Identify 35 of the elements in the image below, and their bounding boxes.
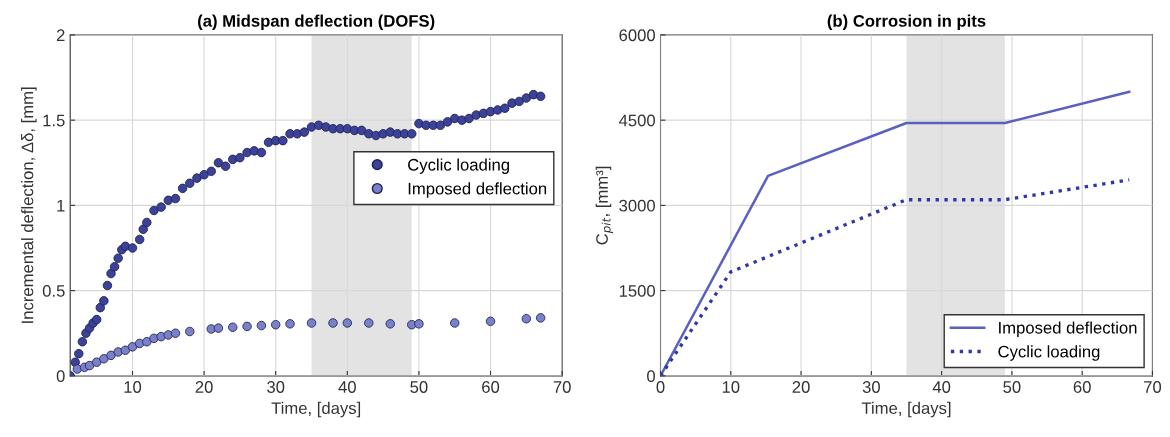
x-tick-label: 50 [410,381,428,393]
x-tick-label: 40 [338,381,356,393]
x-tick-label: 30 [862,381,880,393]
y-axis-title: Incremental deflection, Δδ, [mm] [21,87,37,323]
x-tick-label: 70 [553,381,571,393]
legend-label: Imposed deflection [408,182,547,198]
x-tick-label: 60 [482,381,500,393]
y-tick-label: 1 [57,199,65,212]
chart-title: (a) Midspan deflection (DOFS) [198,14,435,31]
x-tick-label: 10 [124,381,142,393]
x-tick-label: 70 [1144,381,1162,393]
y-tick-label: 2 [56,29,65,41]
y-tick-label: 0 [56,370,65,383]
legend-label: Cyclic loading [408,158,509,174]
chart-title: (b) Corrosion in pits [827,14,986,31]
x-tick-label: 0 [656,381,665,393]
x-tick-label: 50 [1003,381,1021,393]
y-tick-label: 0.5 [42,285,65,297]
y-tick-label: 6000 [619,29,656,42]
y-tick-label: 1.5 [43,114,65,127]
x-tick-label: 10 [722,381,740,393]
y-tick-label: 4500 [618,114,656,127]
x-axis-title: Time, [days] [861,401,951,418]
x-tick-label: 20 [195,381,213,393]
y-tick-label: 1500 [619,285,656,297]
y-axis-title: C$_{pit}$, [mm³] [595,166,613,245]
legend-label: Cyclic loading [998,345,1100,361]
x-tick-label: 40 [932,381,951,393]
y-tick-label: 0 [647,370,656,383]
x-tick-label: 60 [1073,381,1091,393]
x-tick-label: 20 [792,381,810,393]
y-tick-label: 3000 [619,199,656,212]
x-axis-title: Time, [days] [271,401,361,418]
x-tick-label: 30 [267,381,285,393]
legend-label: Imposed deflection [999,321,1137,337]
